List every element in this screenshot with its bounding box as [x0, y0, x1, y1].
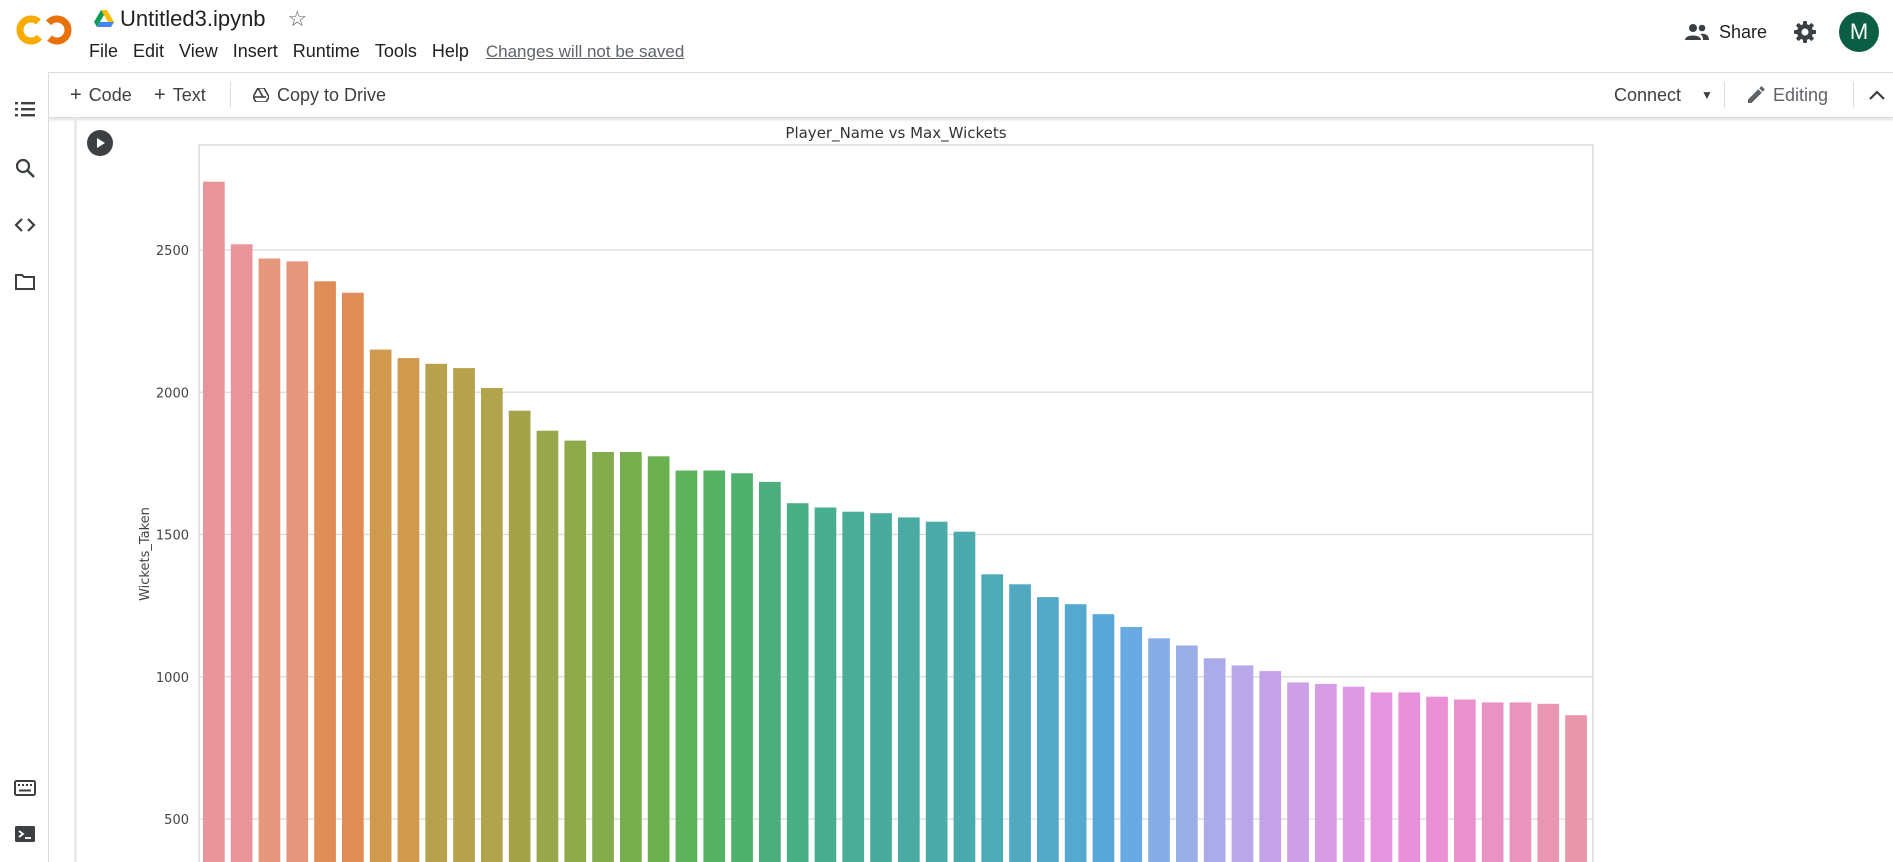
menu-tools[interactable]: Tools: [374, 41, 417, 61]
menu-file[interactable]: File: [89, 41, 119, 61]
add-code-button[interactable]: + Code: [70, 73, 132, 117]
notebook-toolbar: + Code + Text Copy to Drive Connect ▼ Ed…: [49, 72, 1893, 118]
collapse-chevron-icon[interactable]: [1868, 89, 1886, 101]
menu-edit[interactable]: Edit: [133, 41, 165, 61]
play-icon: [97, 138, 105, 148]
colab-logo[interactable]: [16, 12, 72, 48]
command-palette-icon[interactable]: [14, 777, 36, 799]
run-cell-button[interactable]: [87, 130, 113, 156]
copy-to-drive-label: Copy to Drive: [277, 84, 387, 105]
connect-button[interactable]: Connect ▼: [1614, 73, 1713, 117]
changes-not-saved-link[interactable]: Changes will not be saved: [485, 41, 685, 61]
gear-icon[interactable]: [1793, 20, 1817, 44]
toolbar-divider: [1853, 82, 1854, 108]
toolbar-divider: [230, 82, 231, 108]
copy-to-drive-button[interactable]: Copy to Drive: [253, 73, 386, 117]
code-cell[interactable]: [74, 118, 1893, 862]
header-actions: Share M: [1684, 12, 1893, 52]
chevron-down-icon[interactable]: ▼: [1701, 88, 1713, 102]
search-icon[interactable]: [14, 157, 36, 179]
menu-insert[interactable]: Insert: [232, 41, 278, 61]
add-text-label: Text: [172, 84, 206, 105]
editing-label: Editing: [1773, 84, 1829, 105]
file-title-row: Untitled3.ipynb ☆: [94, 6, 307, 32]
connect-label: Connect: [1614, 84, 1682, 105]
editing-mode-button[interactable]: Editing: [1747, 73, 1828, 117]
table-of-contents-icon[interactable]: [14, 98, 36, 120]
pencil-icon: [1748, 86, 1765, 103]
menu-bar: File Edit View Insert Runtime Tools Help…: [89, 41, 684, 62]
add-code-label: Code: [88, 84, 132, 105]
share-label: Share: [1718, 21, 1767, 42]
code-snippets-icon[interactable]: [14, 214, 36, 236]
avatar[interactable]: M: [1839, 12, 1879, 52]
menu-help[interactable]: Help: [431, 41, 469, 61]
left-sidebar: [0, 72, 49, 862]
toolbar-divider: [1724, 82, 1725, 108]
menu-runtime[interactable]: Runtime: [292, 41, 360, 61]
plus-icon: +: [154, 83, 166, 106]
people-icon: [1684, 24, 1709, 40]
add-text-button[interactable]: + Text: [154, 73, 206, 117]
google-drive-icon: [94, 10, 114, 27]
star-icon[interactable]: ☆: [287, 6, 308, 31]
avatar-letter: M: [1849, 19, 1869, 44]
terminal-icon[interactable]: [14, 823, 36, 845]
plus-icon: +: [70, 83, 82, 106]
menu-view[interactable]: View: [179, 41, 218, 61]
notebook-title[interactable]: Untitled3.ipynb: [120, 6, 266, 31]
files-icon[interactable]: [14, 271, 36, 293]
top-bar: Untitled3.ipynb ☆ File Edit View Insert …: [0, 0, 1893, 70]
share-button[interactable]: Share: [1684, 21, 1767, 43]
drive-outline-icon: [253, 88, 269, 102]
